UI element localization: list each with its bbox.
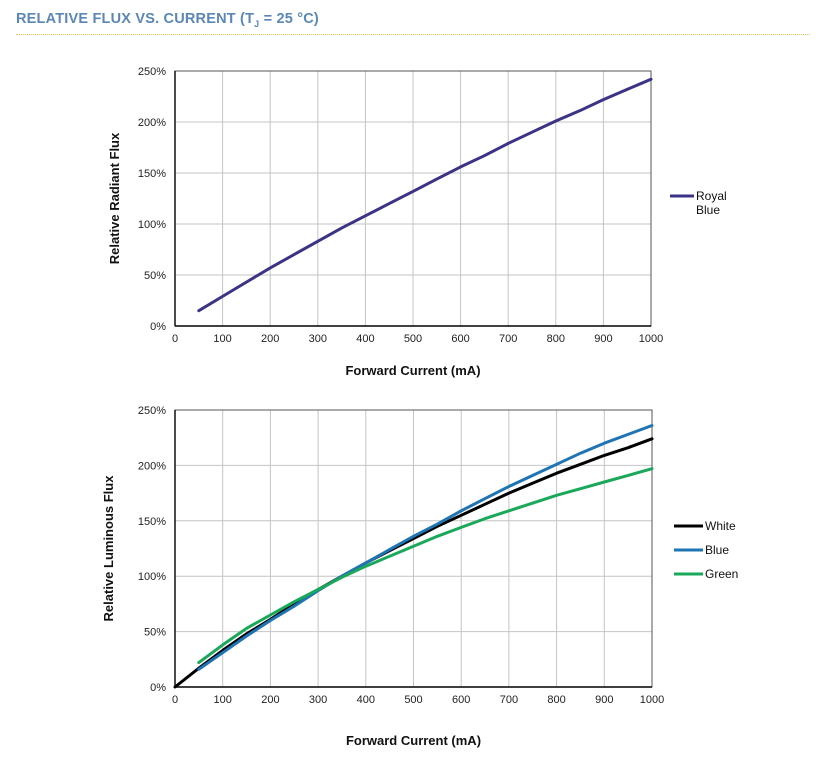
page-title: RELATIVE FLUX VS. CURRENT (TJ = 25 °C)	[16, 11, 319, 29]
x-tick-label: 600	[452, 694, 470, 706]
x-tick-label: 600	[451, 333, 469, 345]
header-divider	[16, 34, 810, 35]
chart-2: 0 100 200 300 400 500 600 700 800 900 1000 0% 50% 100…	[101, 405, 738, 748]
x-tick-label: 100	[214, 694, 232, 706]
x-tick-label: 500	[404, 694, 422, 706]
x-tick-label: 900	[594, 333, 612, 345]
y-tick-label: 100%	[138, 571, 166, 583]
legend-label-line: Green	[705, 567, 738, 581]
legend-label-white: White	[705, 519, 736, 533]
page-title-suffix: = 25 °C)	[259, 11, 319, 27]
x-tick-label: 0	[172, 694, 178, 706]
series-line-white	[173, 437, 654, 689]
x-tick-label: 500	[404, 333, 422, 345]
x-tick-label: 800	[547, 694, 565, 706]
y-tick-label: 50%	[144, 270, 166, 282]
x-tick-label: 100	[213, 333, 231, 345]
legend-label-blue: Blue	[705, 543, 729, 557]
legend-label-line: White	[705, 519, 736, 533]
y-tick-label: 250%	[138, 405, 166, 417]
page-title-subscript: J	[254, 18, 260, 29]
legend-label-green: Green	[705, 567, 738, 581]
x-tick-label: 1000	[639, 333, 663, 345]
legend-label-royal-blue: Royal Blue	[696, 189, 727, 217]
y-tick-label: 100%	[138, 219, 166, 231]
x-tick-label: 200	[261, 694, 279, 706]
x-axis-title: Forward Current (mA)	[346, 733, 481, 748]
legend-label-line: Royal	[696, 189, 727, 203]
x-tick-label: 200	[261, 333, 279, 345]
y-axis-title: Relative Luminous Flux	[101, 475, 116, 622]
x-tick-label: 1000	[640, 694, 664, 706]
x-tick-label: 300	[309, 694, 327, 706]
y-axis-title: Relative Radiant Flux	[107, 132, 122, 264]
x-tick-label: 800	[547, 333, 565, 345]
x-axis-title: Forward Current (mA)	[345, 363, 480, 378]
y-tick-label: 0%	[150, 321, 166, 333]
y-tick-label: 150%	[138, 516, 166, 528]
y-tick-label: 50%	[144, 627, 166, 639]
series-line-blue	[197, 424, 654, 671]
chart-1: 0 100 200 300 400 500 600 700 800 900 1000 0% 50% 100…	[107, 66, 727, 378]
legend-label-line: Blue	[705, 543, 729, 557]
x-tick-label: 700	[499, 333, 517, 345]
x-tick-label: 400	[357, 694, 375, 706]
x-tick-label: 400	[356, 333, 374, 345]
legend-label-line: Blue	[696, 203, 720, 217]
x-tick-label: 700	[500, 694, 518, 706]
y-tick-label: 200%	[138, 460, 166, 472]
y-tick-label: 150%	[138, 168, 166, 180]
x-tick-label: 300	[309, 333, 327, 345]
page-title-prefix: RELATIVE FLUX VS. CURRENT (T	[16, 11, 255, 27]
y-tick-label: 0%	[150, 682, 166, 694]
series-line-royal-blue	[197, 77, 653, 313]
x-tick-label: 900	[595, 694, 613, 706]
series-line-green	[197, 467, 654, 665]
y-tick-label: 200%	[138, 117, 166, 129]
y-tick-label: 250%	[138, 66, 166, 78]
x-tick-label: 0	[172, 333, 178, 345]
